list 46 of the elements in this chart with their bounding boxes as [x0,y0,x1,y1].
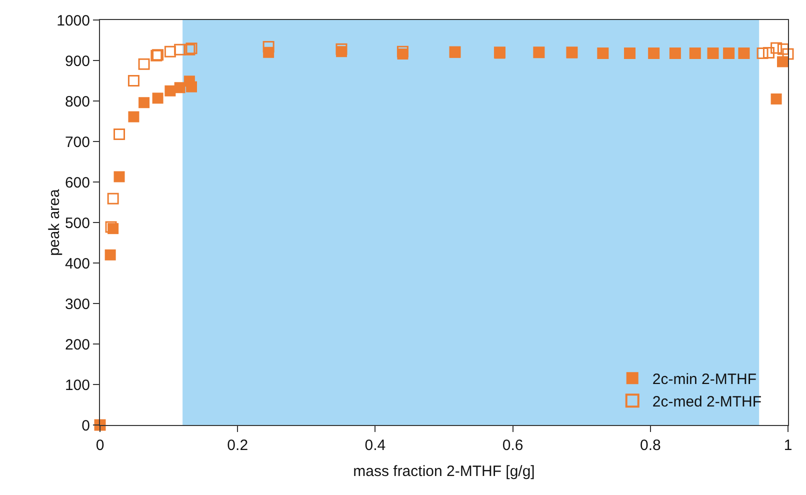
point [756,47,768,59]
x-tick-label: 0 [96,437,104,454]
point [770,42,782,54]
y-tick-label: 600 [64,174,90,192]
point [782,48,794,60]
x-tick-label: 0.4 [364,437,386,454]
y-tick-label: 1000 [56,12,90,30]
point [114,128,126,140]
x-tick-label: 0.2 [227,437,248,454]
x-tick-label: 0.6 [502,437,524,454]
point [396,46,408,58]
point [770,93,782,104]
legend-label: 2c-min 2-MTHF [652,371,757,388]
point [174,44,186,56]
point [336,43,348,55]
y-tick-label: 900 [64,52,90,70]
point [186,81,197,92]
point [138,58,150,70]
y-tick-label: 700 [64,134,90,151]
point [104,249,116,260]
point [114,171,125,182]
point [105,221,117,233]
y-tick-label: 200 [64,336,90,354]
y-tick-label: 500 [64,214,90,232]
point [777,56,788,68]
y-axis-title: peak area [46,188,63,256]
legend-label: 2c-med 2-MTHF [652,394,762,410]
y-tick-label: 100 [64,376,90,394]
point [107,192,119,204]
point [777,43,789,55]
point [152,92,164,104]
point [164,85,176,96]
y-tick-label: 800 [64,93,90,110]
x-axis-title: mass fraction 2-MTHF [g/g] [353,463,535,480]
x-tick-label: 0.8 [640,437,661,454]
point [128,75,140,86]
point [262,40,274,52]
point [762,47,774,59]
y-tick-label: 0 [82,417,90,434]
point [128,111,140,122]
point [174,82,186,94]
y-tick-label: 300 [64,296,90,313]
x-tick-label: 1 [784,437,792,454]
y-tick-label: 400 [64,255,90,272]
point [138,97,150,108]
point [164,46,176,58]
